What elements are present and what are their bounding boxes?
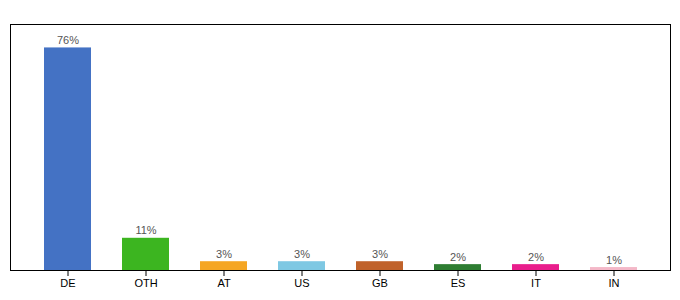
svg-text:GB: GB: [372, 277, 388, 289]
svg-text:3%: 3%: [294, 248, 310, 260]
svg-text:1%: 1%: [606, 254, 622, 266]
svg-text:AT: AT: [217, 277, 231, 289]
svg-text:2%: 2%: [528, 251, 544, 263]
svg-text:76%: 76%: [57, 34, 79, 46]
svg-text:3%: 3%: [372, 248, 388, 260]
svg-text:IN: IN: [609, 277, 620, 289]
svg-text:OTH: OTH: [134, 277, 157, 289]
svg-text:11%: 11%: [135, 224, 156, 236]
svg-text:3%: 3%: [216, 248, 232, 260]
svg-text:2%: 2%: [450, 251, 466, 263]
svg-text:IT: IT: [531, 277, 541, 289]
svg-text:DE: DE: [60, 277, 75, 289]
svg-text:ES: ES: [451, 277, 466, 289]
svg-text:US: US: [294, 277, 309, 289]
